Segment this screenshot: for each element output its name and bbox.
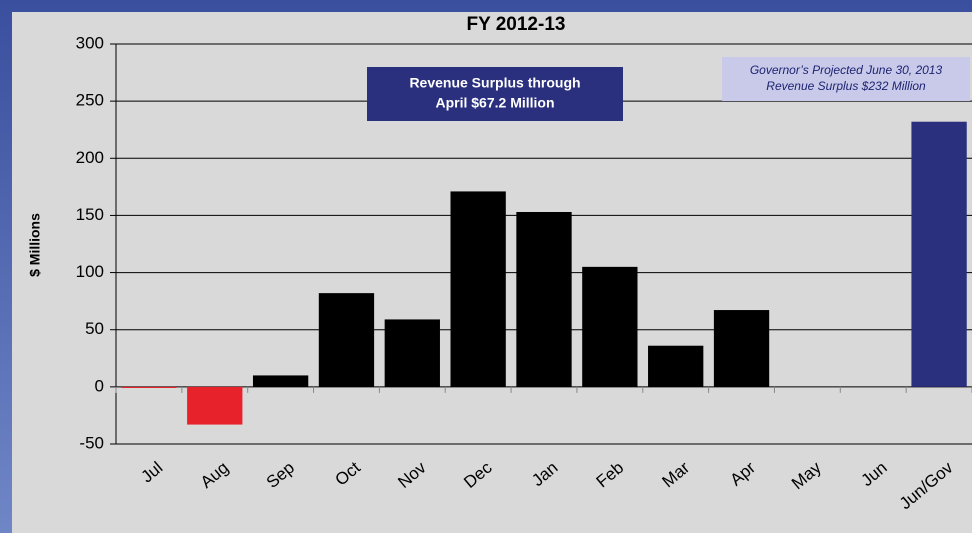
annotation: Governor’s Projected June 30, 2013 xyxy=(750,63,943,77)
annotation-box xyxy=(722,57,970,101)
bar xyxy=(516,212,572,387)
y-tick-label: 200 xyxy=(76,148,104,167)
bar xyxy=(252,375,309,387)
bar xyxy=(384,319,440,387)
y-tick-label: 100 xyxy=(76,262,104,281)
bar xyxy=(713,310,770,387)
chart-title: FY 2012-13 xyxy=(467,14,566,35)
bar xyxy=(318,293,375,387)
y-tick-label: 0 xyxy=(95,376,104,395)
bar xyxy=(187,386,243,425)
bar xyxy=(911,121,967,387)
y-tick-label: -50 xyxy=(79,433,104,452)
bar xyxy=(648,345,704,387)
bar xyxy=(582,266,638,387)
y-tick-label: 150 xyxy=(76,205,104,224)
annotation-box xyxy=(367,67,623,121)
y-tick-label: 300 xyxy=(76,33,104,52)
annotation: Revenue Surplus $232 Million xyxy=(766,79,926,93)
bar xyxy=(121,386,177,388)
annotation: April $67.2 Million xyxy=(435,95,554,111)
bar xyxy=(450,191,506,387)
y-tick-label: 250 xyxy=(76,91,104,110)
y-axis-label: $ Millions xyxy=(27,213,43,277)
annotation: Revenue Surplus through xyxy=(409,75,580,91)
y-tick-label: 50 xyxy=(85,319,104,338)
